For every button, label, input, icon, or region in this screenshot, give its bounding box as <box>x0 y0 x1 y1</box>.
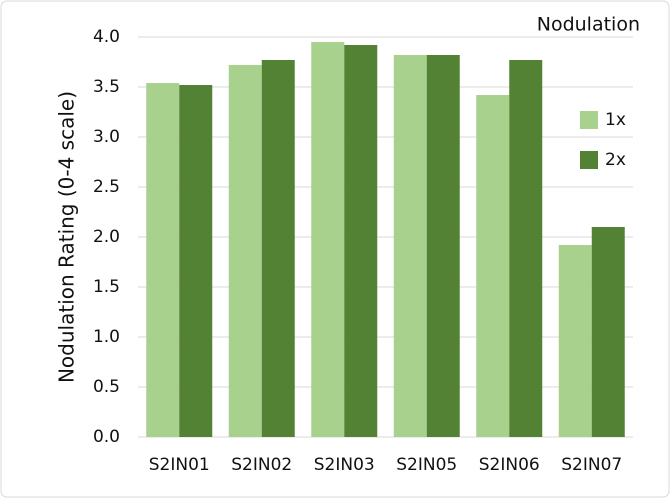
x-tick-label: S2IN02 <box>231 455 292 475</box>
y-tick-label: 0.5 <box>93 377 120 397</box>
legend-swatch <box>580 151 598 169</box>
x-tick-label: S2IN05 <box>396 455 457 475</box>
bar <box>426 55 460 437</box>
x-tick-label: S2IN03 <box>314 455 375 475</box>
y-tick-label: 4.0 <box>93 27 120 47</box>
x-tick-label: S2IN06 <box>479 455 540 475</box>
y-tick-label: 1.5 <box>93 277 120 297</box>
bar <box>261 60 295 437</box>
chart-title: Nodulation <box>537 14 640 36</box>
y-tick-label: 3.0 <box>93 127 120 147</box>
bar <box>509 60 543 437</box>
bar <box>146 83 180 437</box>
x-tick-label: S2IN01 <box>149 455 210 475</box>
bar <box>591 227 625 437</box>
bar <box>558 245 592 437</box>
legend-label: 1x <box>605 110 626 130</box>
bar <box>476 95 510 437</box>
y-axis-label: Nodulation Rating (0-4 scale) <box>55 91 79 383</box>
y-tick-label: 1.0 <box>93 327 120 347</box>
bar <box>393 55 427 437</box>
bar <box>344 45 378 437</box>
x-tick-label: S2IN07 <box>561 455 622 475</box>
bar <box>228 65 262 437</box>
y-tick-label: 0.0 <box>93 427 120 447</box>
legend-label: 2x <box>605 150 626 170</box>
legend-swatch <box>580 111 598 129</box>
bar <box>179 85 213 437</box>
y-tick-label: 2.0 <box>93 227 120 247</box>
y-tick-label: 3.5 <box>93 77 120 97</box>
y-tick-label: 2.5 <box>93 177 120 197</box>
bar <box>311 42 345 437</box>
